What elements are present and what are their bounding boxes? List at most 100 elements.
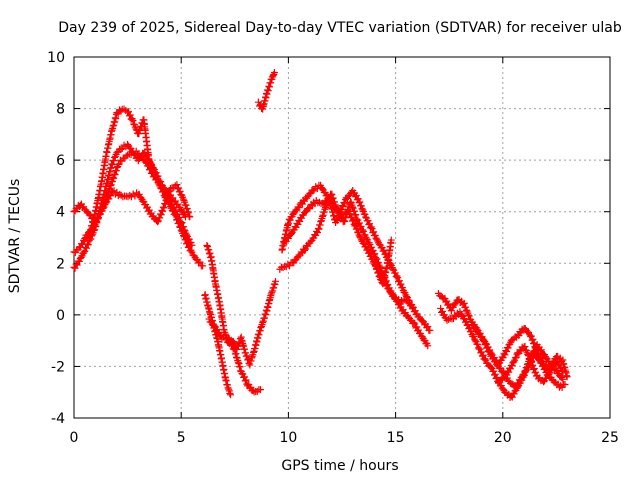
series-track-8 xyxy=(254,68,278,113)
data-point xyxy=(271,280,279,288)
data-point xyxy=(183,204,191,212)
series-track-9 xyxy=(278,181,434,334)
data-point xyxy=(264,86,272,94)
data-point xyxy=(300,246,308,254)
data-point xyxy=(519,372,527,380)
data-point xyxy=(179,195,187,203)
data-point xyxy=(203,241,211,249)
data-point xyxy=(497,364,505,372)
plot-frame xyxy=(73,56,611,419)
data-point xyxy=(264,87,272,95)
data-point xyxy=(180,226,188,234)
data-point xyxy=(240,373,248,381)
data-point xyxy=(196,258,204,266)
series-track-11 xyxy=(280,195,417,311)
data-point xyxy=(367,243,375,251)
data-point xyxy=(108,178,116,186)
data-point xyxy=(385,285,393,293)
data-point xyxy=(261,314,269,322)
data-point xyxy=(349,204,357,212)
data-point xyxy=(359,206,367,214)
data-point xyxy=(373,265,381,273)
data-point xyxy=(527,332,535,340)
data-point xyxy=(175,184,183,192)
data-point xyxy=(530,339,538,347)
data-point xyxy=(362,213,370,221)
data-point xyxy=(353,225,361,233)
data-point xyxy=(166,184,174,192)
data-point xyxy=(130,120,138,128)
data-point xyxy=(80,249,88,257)
series-track-4 xyxy=(81,147,189,243)
data-points xyxy=(70,68,571,402)
data-point xyxy=(248,354,256,362)
data-point xyxy=(107,181,115,189)
y-tick-label: 8 xyxy=(56,102,65,118)
data-point xyxy=(559,375,567,383)
data-point xyxy=(523,364,531,372)
data-point xyxy=(96,210,104,218)
data-point xyxy=(476,345,484,353)
data-point xyxy=(263,90,271,98)
x-tick-label: 10 xyxy=(279,430,297,446)
data-point xyxy=(188,241,196,249)
data-point xyxy=(356,198,364,206)
data-point xyxy=(521,343,529,351)
series-track-14 xyxy=(437,304,567,402)
data-point xyxy=(536,354,544,362)
data-point xyxy=(110,174,118,182)
data-point xyxy=(247,357,255,365)
data-point xyxy=(359,227,367,235)
data-point xyxy=(460,299,468,307)
data-point xyxy=(108,161,116,169)
x-tick-label: 25 xyxy=(601,430,619,446)
data-point xyxy=(347,198,355,206)
series-track-7 xyxy=(205,315,265,396)
data-point xyxy=(112,167,120,175)
data-point xyxy=(563,373,571,381)
data-point xyxy=(348,213,356,221)
data-point xyxy=(255,331,263,339)
data-point xyxy=(229,345,237,353)
data-point xyxy=(241,377,249,385)
data-point xyxy=(341,199,349,207)
data-point xyxy=(359,226,367,234)
data-point xyxy=(328,190,336,198)
data-point xyxy=(364,245,372,253)
data-point xyxy=(207,254,215,262)
data-point xyxy=(204,243,212,251)
data-point xyxy=(132,125,140,133)
data-point xyxy=(117,145,125,153)
data-point xyxy=(129,149,137,157)
data-point xyxy=(530,365,538,373)
data-point xyxy=(267,79,275,87)
data-point xyxy=(93,217,101,225)
data-point xyxy=(495,360,503,368)
data-point xyxy=(479,351,487,359)
data-point xyxy=(257,324,265,332)
data-point xyxy=(242,349,250,357)
chart-title: Day 239 of 2025, Sidereal Day-to-day VTE… xyxy=(58,20,622,36)
data-point xyxy=(206,249,214,257)
data-point xyxy=(473,325,481,333)
data-point xyxy=(124,140,132,148)
data-point xyxy=(101,198,109,206)
data-point xyxy=(366,224,374,232)
series-track-6 xyxy=(203,241,280,369)
data-point xyxy=(487,349,495,357)
data-point xyxy=(350,207,358,215)
x-tick-label: 5 xyxy=(177,430,186,446)
data-point xyxy=(85,237,93,245)
data-point xyxy=(318,185,326,193)
data-point xyxy=(363,235,371,243)
data-point xyxy=(482,339,490,347)
data-point xyxy=(178,207,186,215)
data-point xyxy=(371,250,379,258)
data-point xyxy=(228,341,236,349)
data-point xyxy=(272,277,280,285)
data-point xyxy=(253,387,261,395)
data-point xyxy=(176,187,184,195)
data-point xyxy=(267,290,275,298)
data-point xyxy=(225,385,233,393)
